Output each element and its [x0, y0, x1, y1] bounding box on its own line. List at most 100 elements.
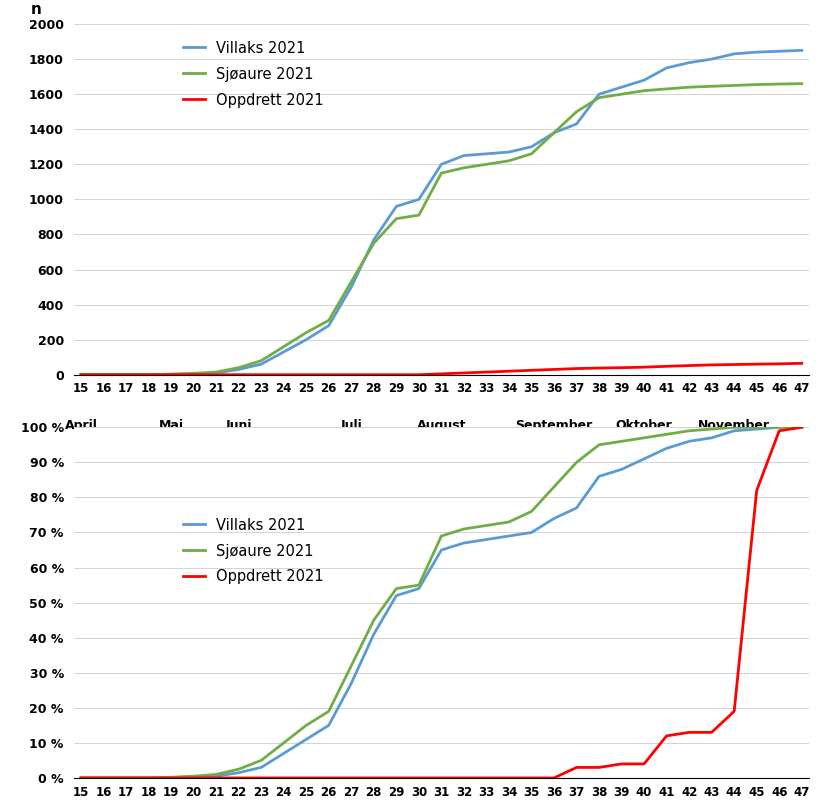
- Sjøaure 2021: [616, 436, 626, 446]
- Villaks 2021: [729, 426, 739, 435]
- Villaks 2021: [76, 370, 86, 379]
- Oppdrett 2021: [459, 773, 469, 783]
- Villaks 2021: [121, 773, 131, 783]
- Sjøaure 2021: [144, 773, 153, 783]
- Villaks 2021: [346, 678, 356, 688]
- Villaks 2021: [391, 591, 401, 601]
- Villaks 2021: [323, 720, 333, 730]
- Oppdrett 2021: [572, 763, 582, 772]
- Villaks 2021: [414, 195, 424, 205]
- Text: November: November: [698, 419, 771, 432]
- Sjøaure 2021: [594, 440, 604, 450]
- Oppdrett 2021: [301, 773, 311, 783]
- Sjøaure 2021: [482, 160, 492, 169]
- Sjøaure 2021: [346, 277, 356, 286]
- Sjøaure 2021: [549, 128, 559, 138]
- Line: Villaks 2021: Villaks 2021: [81, 427, 802, 778]
- Villaks 2021: [346, 282, 356, 292]
- Sjøaure 2021: [707, 82, 717, 91]
- Villaks 2021: [459, 151, 469, 160]
- Oppdrett 2021: [616, 759, 626, 769]
- Sjøaure 2021: [279, 738, 289, 747]
- Villaks 2021: [98, 773, 108, 783]
- Villaks 2021: [211, 772, 221, 781]
- Oppdrett 2021: [594, 763, 604, 772]
- Villaks 2021: [233, 768, 243, 777]
- Sjøaure 2021: [662, 84, 672, 94]
- Oppdrett 2021: [121, 370, 131, 379]
- Oppdrett 2021: [76, 370, 86, 379]
- Oppdrett 2021: [211, 773, 221, 783]
- Sjøaure 2021: [639, 433, 649, 443]
- Text: n: n: [31, 2, 41, 17]
- Line: Oppdrett 2021: Oppdrett 2021: [81, 427, 802, 778]
- Oppdrett 2021: [752, 359, 761, 369]
- Sjøaure 2021: [189, 772, 199, 781]
- Sjøaure 2021: [572, 458, 582, 468]
- Sjøaure 2021: [459, 525, 469, 534]
- Oppdrett 2021: [279, 773, 289, 783]
- Villaks 2021: [572, 119, 582, 129]
- Sjøaure 2021: [504, 156, 514, 166]
- Sjøaure 2021: [729, 81, 739, 91]
- Sjøaure 2021: [211, 770, 221, 780]
- Sjøaure 2021: [233, 363, 243, 372]
- Villaks 2021: [211, 368, 221, 378]
- Sjøaure 2021: [98, 370, 108, 379]
- Oppdrett 2021: [639, 759, 649, 769]
- Oppdrett 2021: [797, 423, 807, 432]
- Villaks 2021: [594, 89, 604, 99]
- Villaks 2021: [684, 436, 694, 446]
- Oppdrett 2021: [729, 360, 739, 370]
- Villaks 2021: [616, 83, 626, 92]
- Villaks 2021: [436, 160, 446, 169]
- Villaks 2021: [775, 423, 785, 432]
- Oppdrett 2021: [684, 361, 694, 371]
- Oppdrett 2021: [301, 370, 311, 379]
- Oppdrett 2021: [76, 773, 86, 783]
- Sjøaure 2021: [189, 368, 199, 378]
- Legend: Villaks 2021, Sjøaure 2021, Oppdrett 2021: Villaks 2021, Sjøaure 2021, Oppdrett 202…: [177, 34, 330, 113]
- Oppdrett 2021: [189, 773, 199, 783]
- Sjøaure 2021: [76, 773, 86, 783]
- Villaks 2021: [775, 47, 785, 56]
- Sjøaure 2021: [436, 168, 446, 178]
- Oppdrett 2021: [98, 370, 108, 379]
- Villaks 2021: [257, 763, 266, 772]
- Oppdrett 2021: [684, 727, 694, 737]
- Sjøaure 2021: [684, 426, 694, 435]
- Villaks 2021: [639, 454, 649, 464]
- Villaks 2021: [391, 201, 401, 211]
- Text: Juni: Juni: [225, 419, 252, 432]
- Oppdrett 2021: [121, 773, 131, 783]
- Oppdrett 2021: [233, 370, 243, 379]
- Oppdrett 2021: [257, 370, 266, 379]
- Sjøaure 2021: [797, 79, 807, 88]
- Sjøaure 2021: [346, 661, 356, 670]
- Oppdrett 2021: [594, 363, 604, 373]
- Villaks 2021: [414, 584, 424, 593]
- Sjøaure 2021: [257, 356, 266, 366]
- Oppdrett 2021: [572, 364, 582, 374]
- Sjøaure 2021: [797, 423, 807, 432]
- Sjøaure 2021: [391, 584, 401, 593]
- Sjøaure 2021: [549, 482, 559, 492]
- Villaks 2021: [301, 735, 311, 744]
- Villaks 2021: [121, 370, 131, 379]
- Sjøaure 2021: [639, 86, 649, 95]
- Oppdrett 2021: [257, 773, 266, 783]
- Oppdrett 2021: [482, 773, 492, 783]
- Villaks 2021: [707, 433, 717, 443]
- Oppdrett 2021: [752, 485, 761, 495]
- Oppdrett 2021: [526, 366, 536, 375]
- Villaks 2021: [257, 359, 266, 369]
- Oppdrett 2021: [549, 773, 559, 783]
- Text: August: August: [417, 419, 466, 432]
- Oppdrett 2021: [391, 773, 401, 783]
- Oppdrett 2021: [526, 773, 536, 783]
- Oppdrett 2021: [166, 370, 176, 379]
- Oppdrett 2021: [662, 731, 672, 741]
- Oppdrett 2021: [707, 360, 717, 370]
- Oppdrett 2021: [436, 369, 446, 379]
- Oppdrett 2021: [323, 370, 333, 379]
